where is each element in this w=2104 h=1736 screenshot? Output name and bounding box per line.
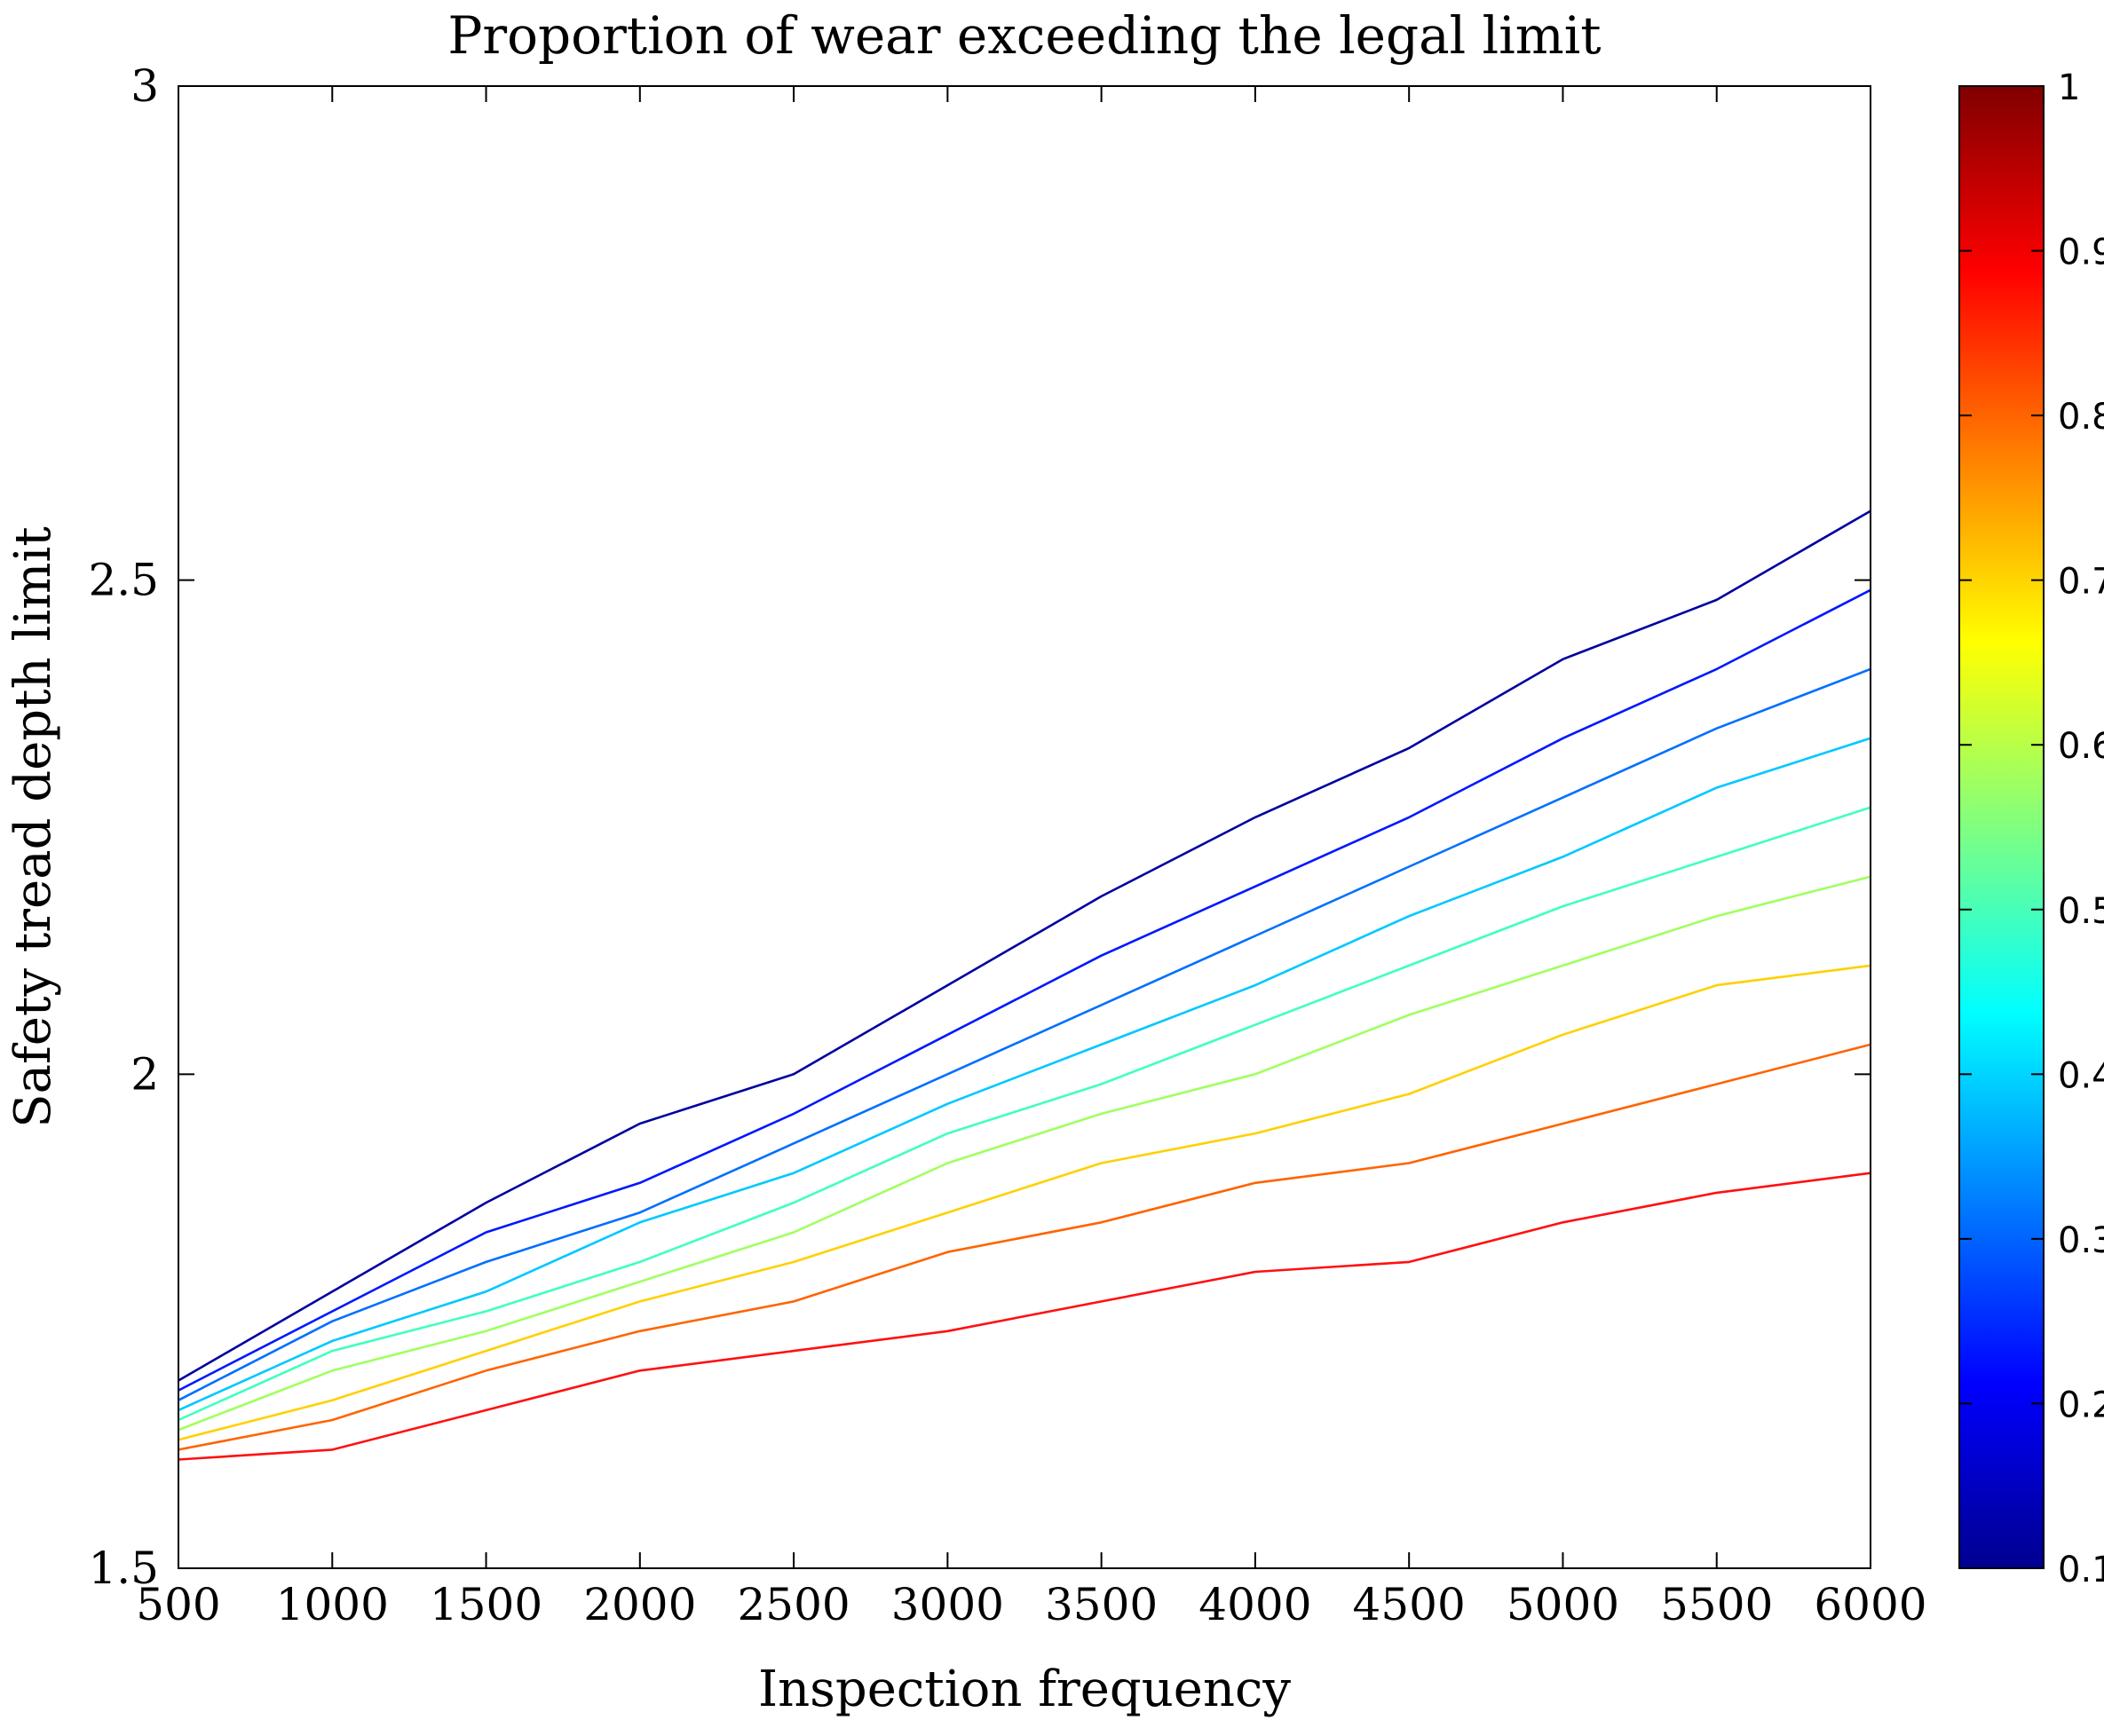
colorbar-tick-label: 0.2 [2058, 1385, 2104, 1425]
y-tick-label: 2.5 [88, 555, 159, 606]
colorbar-tick-label: 0.9 [2058, 233, 2104, 273]
colorbar-tick-label: 0.7 [2058, 562, 2104, 603]
y-tick-label: 3 [131, 60, 159, 112]
x-axis: 500 1000 1500 2000 2500 3000 3500 4000 4500 5000 5… [136, 86, 1927, 1630]
chart-title: Proportion of wear exceeding the legal l… [447, 5, 1601, 66]
series-line-0.7 [178, 964, 1871, 1441]
series-line-0.8 [178, 1043, 1871, 1451]
plot-area [178, 86, 1871, 1568]
series-line-0.5 [178, 806, 1871, 1422]
plot-frame [178, 85, 1871, 1569]
colorbar-tick-label: 0.3 [2058, 1220, 2104, 1261]
x-tick-label: 5000 [1507, 1579, 1619, 1630]
series-layer [178, 509, 1871, 1461]
series-line-0.3 [178, 667, 1871, 1401]
colorbar-tick-label: 0.8 [2058, 397, 2104, 438]
series-line-0.2 [178, 588, 1871, 1392]
colorbar [1958, 85, 2045, 1569]
colorbar-tick-label: 0.4 [2058, 1055, 2104, 1096]
series-line-0.6 [178, 875, 1871, 1432]
x-tick-label: 6000 [1814, 1579, 1926, 1630]
y-tick-label: 1.5 [88, 1543, 159, 1594]
x-tick-label: 500 [136, 1579, 220, 1630]
x-tick-label: 3500 [1045, 1579, 1158, 1630]
series-line-0.9 [178, 1172, 1871, 1461]
x-tick-label: 2500 [737, 1579, 850, 1630]
x-tick-label: 3000 [891, 1579, 1004, 1630]
series-line-0.4 [178, 737, 1871, 1412]
colorbar-tick-label: 0.1 [2058, 1550, 2104, 1590]
x-tick-label: 2000 [583, 1579, 696, 1630]
x-tick-label: 1000 [276, 1579, 389, 1630]
x-axis-label: Inspection frequency [758, 1661, 1291, 1718]
x-tick-label: 4500 [1353, 1579, 1466, 1630]
x-tick-label: 4000 [1198, 1579, 1311, 1630]
y-axis-label: Safety tread depth limit [4, 526, 62, 1128]
series-line-0.1 [178, 509, 1871, 1382]
x-tick-label: 1500 [430, 1579, 542, 1630]
x-tick-label: 5500 [1660, 1579, 1773, 1630]
colorbar-tick-label: 0.5 [2058, 891, 2104, 932]
y-tick-label: 2 [131, 1048, 159, 1100]
colorbar-ticks: 0.1 0.2 0.3 0.4 0.5 0.6 0.7 0.8 0.9 1 [1959, 67, 2104, 1590]
y-axis: 1.5 2 2.5 3 [88, 60, 1871, 1594]
colorbar-tick-label: 0.6 [2058, 726, 2104, 767]
colorbar-tick-label: 1 [2058, 67, 2080, 108]
